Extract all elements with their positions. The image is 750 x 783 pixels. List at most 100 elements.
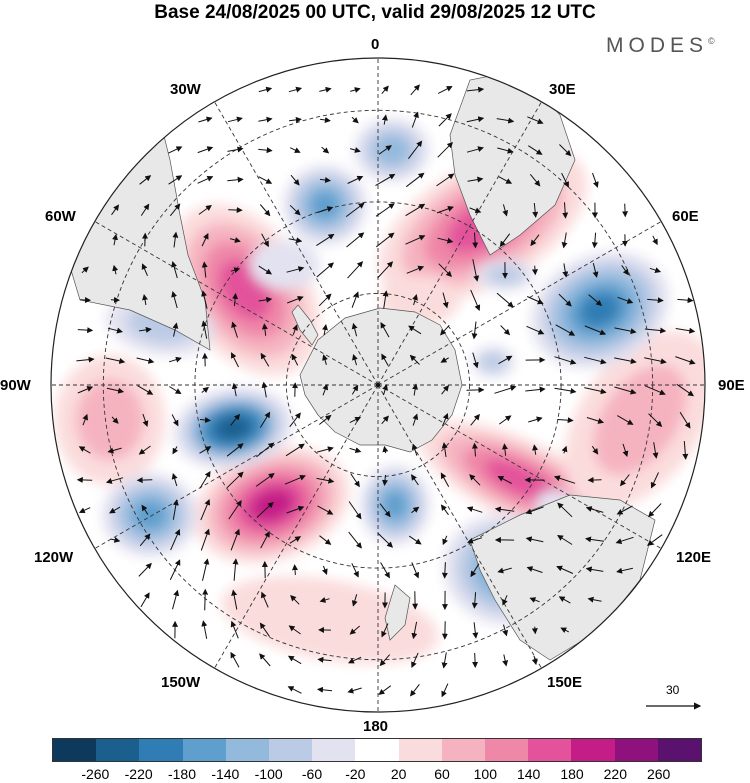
wind-arrow-169 bbox=[675, 356, 696, 365]
wind-arrow-39 bbox=[290, 174, 300, 186]
wind-arrow-246 bbox=[469, 474, 481, 486]
wind-arrow-225 bbox=[471, 442, 478, 457]
wind-arrow-187 bbox=[584, 387, 607, 395]
wind-arrow-150 bbox=[105, 357, 126, 364]
wind-arrow-263 bbox=[379, 503, 391, 518]
wind-arrow-199 bbox=[318, 414, 332, 425]
wind-arrow-115 bbox=[318, 293, 332, 307]
colorbar-tick-label: 60 bbox=[434, 766, 450, 782]
wind-arrow-163 bbox=[498, 355, 513, 365]
wind-arrow-41 bbox=[347, 175, 364, 184]
wind-arrow-237 bbox=[199, 470, 211, 489]
colorbar-tick-label: -60 bbox=[301, 766, 323, 782]
wind-arrow-102 bbox=[531, 265, 538, 276]
wind-arrow-20 bbox=[168, 146, 183, 154]
wind-arrow-310 bbox=[172, 589, 180, 610]
wind-arrow-207 bbox=[557, 417, 574, 424]
wind-arrow-149 bbox=[76, 356, 95, 363]
wind-arrow-243 bbox=[382, 474, 388, 486]
wind-arrow-324 bbox=[587, 596, 602, 603]
wind-arrow-274 bbox=[139, 533, 151, 547]
anomaly-blob-6-0 bbox=[221, 576, 439, 664]
wind-arrow-64 bbox=[532, 203, 539, 218]
anomaly-blob-13-3 bbox=[382, 491, 408, 519]
wind-arrow-124 bbox=[588, 294, 603, 307]
wind-arrow-320 bbox=[471, 592, 478, 609]
label-180: 180 bbox=[363, 718, 389, 735]
wind-arrow-67 bbox=[622, 203, 629, 218]
wind-arrow-8 bbox=[198, 116, 213, 123]
colorbar bbox=[52, 738, 702, 762]
meridian-30 bbox=[377, 101, 542, 386]
colorbar-tick-label: 20 bbox=[390, 766, 407, 782]
wind-arrow-211 bbox=[679, 411, 691, 429]
wind-arrow-12 bbox=[320, 117, 331, 123]
label-60w: 60W bbox=[45, 208, 76, 225]
wind-arrow-18 bbox=[496, 117, 515, 124]
wind-arrow-97 bbox=[377, 261, 394, 279]
wind-arrow-350 bbox=[287, 686, 302, 694]
wind-arrow-105 bbox=[621, 265, 629, 276]
colorbar-tick-label: -180 bbox=[167, 766, 197, 782]
wind-arrow-59 bbox=[375, 203, 395, 217]
wind-arrow-72 bbox=[229, 237, 241, 243]
wind-arrow-344 bbox=[379, 654, 391, 667]
wind-arrow-309 bbox=[140, 592, 150, 608]
wind-arrow-251 bbox=[619, 474, 630, 487]
wind-arrow-135 bbox=[292, 324, 298, 335]
wind-arrow-290 bbox=[615, 536, 634, 545]
colorbar-swatch-13 bbox=[614, 739, 658, 761]
wind-arrow-284 bbox=[442, 535, 448, 546]
wind-arrow-130 bbox=[139, 326, 152, 333]
wind-arrow-292 bbox=[138, 562, 152, 577]
wind-arrow-60 bbox=[405, 203, 426, 217]
wind-arrow-221 bbox=[349, 447, 362, 454]
wind-arrow-137 bbox=[351, 322, 358, 337]
wind-arrow-145 bbox=[584, 325, 607, 336]
wind-arrow-231 bbox=[652, 442, 659, 459]
landmass-new-zealand bbox=[384, 584, 411, 641]
wind-arrow-267 bbox=[494, 506, 515, 513]
wind-arrow-28 bbox=[408, 140, 423, 160]
wind-arrow-112 bbox=[232, 292, 239, 307]
colorbar-tick-label: 260 bbox=[646, 766, 671, 782]
wind-arrow-138 bbox=[380, 322, 390, 338]
label-150w: 150W bbox=[161, 674, 201, 691]
wind-arrow-87 bbox=[81, 266, 89, 274]
wind-arrow-48 bbox=[561, 172, 569, 188]
wind-arrow-180 bbox=[382, 383, 388, 396]
wind-arrow-1 bbox=[288, 86, 303, 93]
wind-arrow-230 bbox=[622, 443, 629, 458]
wind-arrow-129 bbox=[107, 327, 123, 334]
wind-arrow-16 bbox=[438, 113, 452, 127]
wind-arrow-106 bbox=[649, 267, 662, 273]
wind-arrow-262 bbox=[348, 501, 362, 520]
wind-arrow-75 bbox=[316, 233, 335, 247]
colorbar-swatch-0 bbox=[53, 739, 97, 761]
wind-arrow-91 bbox=[201, 261, 208, 278]
wind-arrow-238 bbox=[226, 471, 244, 489]
wind-arrow-300 bbox=[380, 562, 390, 579]
wind-arrow-285 bbox=[467, 537, 483, 544]
wind-arrow-146 bbox=[614, 327, 637, 335]
wind-arrow-88 bbox=[112, 264, 119, 275]
wind-arrow-302 bbox=[441, 562, 448, 579]
wind-arrow-189 bbox=[644, 385, 666, 396]
wind-arrow-353 bbox=[378, 685, 392, 695]
wind-arrow-304 bbox=[497, 567, 512, 574]
wind-arrow-275 bbox=[170, 528, 181, 551]
wind-arrow-71 bbox=[201, 232, 209, 247]
wind-arrow-303 bbox=[470, 563, 480, 578]
wind-arrow-247 bbox=[497, 476, 512, 484]
wind-arrow-216 bbox=[199, 446, 212, 454]
colorbar-swatch-6 bbox=[312, 739, 356, 761]
wind-arrow-122 bbox=[526, 296, 544, 305]
wind-arrow-136 bbox=[322, 324, 328, 336]
wind-arrow-161 bbox=[440, 357, 449, 363]
wind-arrow-127 bbox=[677, 297, 694, 304]
wind-arrow-276 bbox=[200, 528, 210, 551]
wind-arrow-336 bbox=[502, 624, 509, 637]
wind-arrow-173 bbox=[169, 386, 182, 395]
colorbar-tick-label: -20 bbox=[345, 766, 366, 782]
wind-arrow-5 bbox=[410, 84, 420, 96]
